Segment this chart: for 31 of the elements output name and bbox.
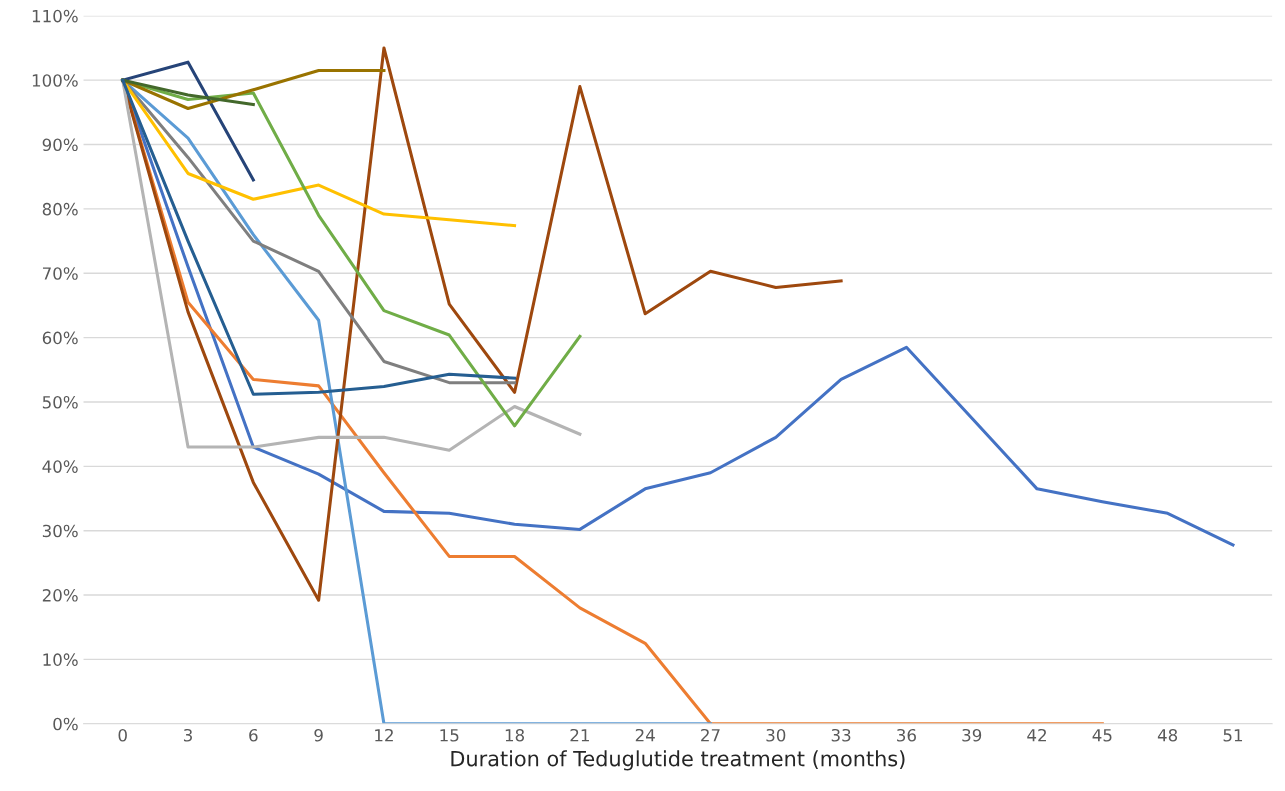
x-axis-title: Duration of Teduglutide treatment (months) bbox=[451, 750, 905, 771]
y-tick-label: 70% bbox=[42, 267, 78, 280]
y-tick-label: 110% bbox=[32, 9, 78, 23]
x-tick-label: 3 bbox=[183, 728, 192, 742]
x-tick-label: 39 bbox=[962, 728, 982, 742]
x-tick-label: 42 bbox=[1027, 728, 1046, 742]
y-tick-label: 10% bbox=[43, 653, 78, 666]
x-tick-label: 9 bbox=[314, 728, 323, 742]
x-tick-label: 33 bbox=[831, 728, 851, 742]
y-tick-label: 80% bbox=[42, 202, 78, 216]
x-tick-label: 27 bbox=[701, 728, 720, 742]
x-tick-label: 6 bbox=[249, 728, 258, 742]
x-tick-label: 30 bbox=[766, 728, 786, 742]
x-tick-label: 18 bbox=[505, 728, 525, 742]
y-tick-label: 20% bbox=[42, 589, 78, 602]
y-tick-label: 90% bbox=[42, 138, 78, 152]
y-tick-label: 30% bbox=[42, 524, 78, 538]
x-tick-label: 45 bbox=[1092, 729, 1112, 742]
x-tick-label: 36 bbox=[897, 728, 916, 742]
x-tick-label: 51 bbox=[1223, 729, 1243, 742]
y-tick-label: 40% bbox=[42, 460, 78, 473]
x-tick-label: 21 bbox=[570, 728, 589, 742]
x-tick-label: 48 bbox=[1157, 728, 1178, 742]
y-tick-label: 50% bbox=[42, 395, 78, 409]
x-tick-label: 0 bbox=[118, 728, 127, 742]
y-tick-label: 100% bbox=[32, 74, 78, 87]
x-tick-label: 15 bbox=[440, 729, 459, 742]
y-tick-label: 0% bbox=[53, 717, 78, 731]
x-tick-label: 12 bbox=[375, 728, 393, 742]
y-tick-label: 60% bbox=[42, 331, 78, 345]
x-tick-label: 24 bbox=[635, 728, 655, 742]
